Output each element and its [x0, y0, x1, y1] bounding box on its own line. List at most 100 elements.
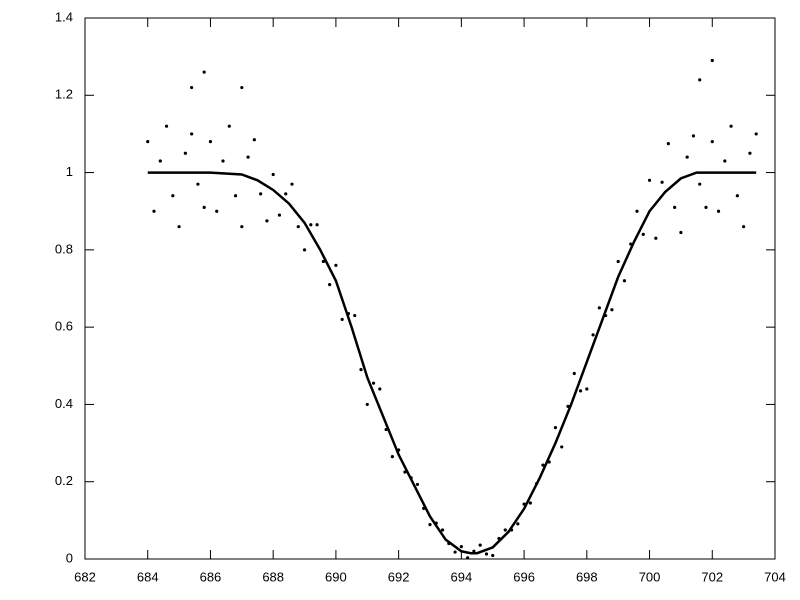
data-point: [679, 230, 683, 235]
x-tick-label: 682: [74, 569, 96, 584]
x-tick-label: 684: [137, 569, 159, 584]
data-point: [673, 205, 677, 209]
data-point: [240, 85, 244, 90]
data-point: [484, 552, 489, 556]
data-point: [415, 482, 420, 487]
data-point: [277, 213, 282, 217]
data-point: [748, 151, 752, 155]
x-tick-label: 686: [200, 569, 222, 584]
x-tick-label: 694: [451, 569, 473, 584]
data-point: [610, 308, 614, 312]
data-point: [635, 209, 639, 213]
data-point: [164, 124, 169, 128]
data-point: [572, 371, 576, 376]
data-point: [466, 556, 470, 560]
y-tick-label: 0.6: [55, 319, 73, 334]
data-point: [171, 194, 175, 198]
data-point: [390, 454, 394, 459]
data-point: [591, 333, 595, 337]
data-point: [742, 225, 746, 229]
y-tick-label: 0.2: [55, 473, 73, 488]
data-point: [685, 155, 689, 159]
data-point: [196, 182, 200, 186]
data-point: [723, 159, 727, 163]
data-point: [315, 223, 319, 227]
x-tick-label: 698: [576, 569, 598, 584]
data-point: [296, 225, 300, 229]
data-point: [660, 180, 664, 184]
y-tick-label: 1: [66, 164, 73, 179]
data-point: [215, 209, 219, 213]
data-point: [359, 368, 363, 372]
y-tick-label: 1.4: [55, 9, 73, 24]
data-point: [334, 263, 338, 267]
x-tick-label: 704: [764, 569, 786, 584]
data-point: [158, 159, 162, 163]
data-point: [622, 279, 627, 283]
data-point: [190, 132, 194, 136]
data-point: [440, 528, 445, 532]
data-point: [691, 134, 696, 138]
data-point: [152, 209, 156, 213]
data-point: [704, 205, 708, 209]
data-point: [478, 543, 482, 547]
data-point: [698, 78, 702, 82]
y-tick-label: 0: [66, 550, 73, 565]
data-point: [616, 259, 620, 264]
data-point: [585, 387, 589, 391]
data-point: [252, 138, 256, 142]
x-tick-label: 700: [639, 569, 661, 584]
x-tick-label: 702: [701, 569, 723, 584]
data-point: [641, 232, 645, 236]
data-point: [491, 553, 495, 558]
data-point: [340, 317, 344, 322]
data-point: [271, 172, 275, 177]
data-point: [177, 225, 181, 229]
data-point: [183, 151, 187, 155]
data-point: [453, 550, 457, 554]
data-point: [328, 283, 332, 287]
data-point: [378, 387, 382, 391]
data-point: [647, 178, 652, 182]
data-point: [265, 219, 269, 223]
data-point: [284, 192, 288, 196]
data-point: [578, 389, 583, 393]
data-point: [371, 381, 376, 385]
data-point: [309, 223, 313, 227]
fit-line: [147, 171, 757, 555]
y-tick-label: 0.8: [55, 241, 73, 256]
data-point: [321, 259, 325, 264]
data-point: [516, 522, 520, 526]
data-point: [654, 236, 658, 240]
data-point: [716, 209, 721, 213]
data-point: [553, 426, 558, 430]
data-point: [735, 194, 739, 198]
data-point: [754, 132, 758, 136]
data-point: [202, 205, 206, 209]
data-point: [541, 463, 545, 467]
data-point: [710, 140, 714, 144]
y-tick-label: 1.2: [55, 87, 73, 102]
y-tick-label: 0.4: [55, 396, 73, 411]
data-point: [290, 182, 294, 186]
data-point: [698, 182, 702, 186]
data-point: [246, 155, 250, 159]
data-point: [428, 523, 432, 527]
data-point: [227, 124, 231, 128]
data-point: [146, 140, 150, 144]
data-point: [240, 225, 244, 229]
data-point: [503, 528, 507, 532]
data-point: [208, 140, 213, 144]
data-point: [259, 192, 263, 196]
data-point: [666, 141, 670, 146]
x-tick-label: 688: [262, 569, 284, 584]
x-tick-label: 696: [513, 569, 535, 584]
data-point: [710, 58, 714, 63]
x-tick-label: 692: [388, 569, 410, 584]
data-point: [202, 70, 206, 74]
data-point: [597, 306, 601, 310]
data-point: [233, 194, 238, 198]
plot-border: [84, 17, 776, 560]
